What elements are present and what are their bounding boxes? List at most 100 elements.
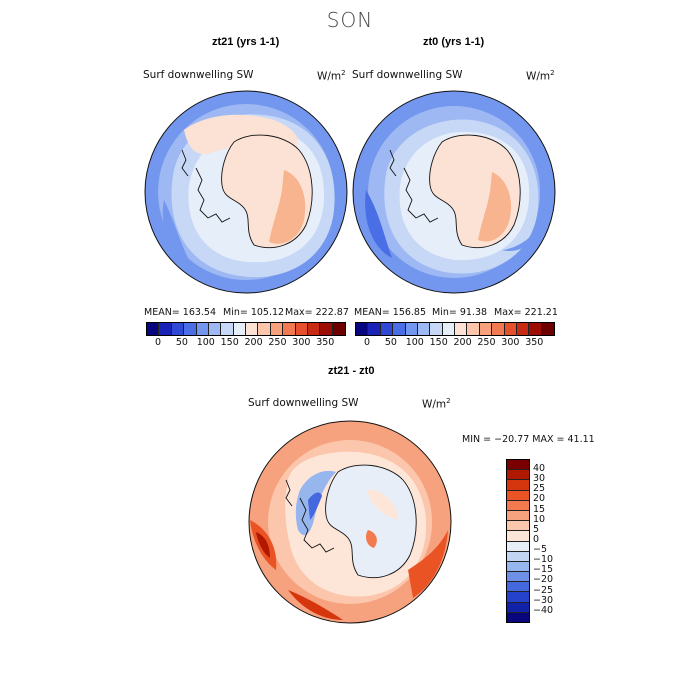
diff-colorbar-tick-label: 5 <box>533 523 540 535</box>
colorbar-tick-label: 300 <box>292 337 311 348</box>
colorbar-swatch <box>332 323 345 335</box>
colorbar-tick-label: 0 <box>363 337 371 348</box>
diff-positive-south <box>288 590 343 620</box>
colorbar-swatch <box>405 323 418 335</box>
south-america-tip <box>181 149 189 177</box>
diff-colorbar-tick-label: −25 <box>533 584 554 596</box>
colorbar-swatch <box>541 323 554 335</box>
colorbar-tick-label: 350 <box>525 337 544 348</box>
colorbar-swatch <box>504 323 517 335</box>
panel-1-border <box>144 90 348 294</box>
colorbar-swatch <box>320 323 333 335</box>
colorbar-swatch <box>208 323 222 335</box>
colorbar-swatch <box>380 323 394 335</box>
colorbar-swatch <box>479 323 493 335</box>
colorbar-swatch <box>492 323 505 335</box>
diff-panel-border <box>248 420 452 624</box>
panel-2-map <box>352 90 556 294</box>
diff-colorbar-swatch <box>507 602 529 613</box>
cool-patch-west <box>162 200 189 260</box>
colorbar-tick-label: 250 <box>268 337 287 348</box>
panel-1-colorbar <box>146 322 346 336</box>
east-antarctica-high <box>269 170 306 244</box>
colorbar-swatch <box>270 323 284 335</box>
diff-colorbar-tick-label: −15 <box>533 564 554 576</box>
panel-2-variable: Surf downwelling SW <box>352 69 463 81</box>
colorbar-tick-label: 200 <box>244 337 263 348</box>
colorbar-swatch <box>221 323 234 335</box>
season-title: SON <box>326 8 374 32</box>
east-antarctica-high <box>478 172 512 242</box>
colorbar-swatch <box>430 323 443 335</box>
diff-colorbar-tick-label: 25 <box>533 483 546 495</box>
diff-colorbar-swatch <box>507 510 529 522</box>
diff-colorbar-swatch <box>507 582 529 593</box>
diff-colorbar-swatch <box>507 572 529 583</box>
south-america-tip <box>285 479 293 507</box>
panel-1-min: Min= 105.12 <box>223 307 285 318</box>
diff-positive-east <box>408 530 448 598</box>
colorbar-swatch <box>283 323 296 335</box>
colorbar-swatch <box>442 323 455 335</box>
colorbar-swatch <box>184 323 197 335</box>
colorbar-tick-label: 150 <box>220 337 239 348</box>
panel-2-title: zt0 (yrs 1-1) <box>423 36 485 48</box>
diff-positive-center <box>366 530 377 548</box>
diff-colorbar-swatch <box>507 490 529 501</box>
colorbar-swatch <box>307 323 321 335</box>
diff-colorbar-swatch <box>507 480 529 491</box>
diff-colorbar-tick-label: −5 <box>533 544 548 556</box>
diff-panel-title: zt21 - zt0 <box>328 365 375 377</box>
colorbar-swatch <box>467 323 480 335</box>
panel-2-unit: W/m2 <box>526 69 555 83</box>
diff-panel-map <box>248 420 452 624</box>
diff-colorbar-swatch <box>507 561 529 573</box>
diff-colorbar <box>506 459 530 623</box>
diff-colorbar-tick-label: −20 <box>533 574 554 586</box>
colorbar-swatch <box>516 323 530 335</box>
colorbar-swatch <box>295 323 308 335</box>
panel-2-mean: MEAN= 156.85 <box>354 307 427 318</box>
diff-colorbar-swatch <box>507 551 529 562</box>
panel-1-title: zt21 (yrs 1-1) <box>212 36 280 48</box>
cool-patch-west <box>365 190 392 258</box>
diff-colorbar-swatch <box>507 500 529 511</box>
colorbar-swatch <box>147 323 160 335</box>
diff-colorbar-tick-label: 40 <box>533 463 546 475</box>
panel-1-map <box>144 90 348 294</box>
peninsula-coast <box>195 167 231 223</box>
colorbar-swatch <box>233 323 246 335</box>
colorbar-swatch <box>356 323 369 335</box>
diff-colorbar-swatch <box>507 460 529 471</box>
colorbar-swatch <box>417 323 431 335</box>
panel-1-mean: MEAN= 163.54 <box>144 307 217 318</box>
diff-colorbar-tick-label: −10 <box>533 554 554 566</box>
diff-colorbar-swatch <box>507 521 529 532</box>
colorbar-tick-label: 0 <box>154 337 162 348</box>
diff-panel-variable: Surf downwelling SW <box>248 397 359 409</box>
diff-colorbar-tick-label: 30 <box>533 473 546 485</box>
diff-colorbar-tick-label: −40 <box>533 604 554 616</box>
panel-2-min: Min= 91.38 <box>432 307 488 318</box>
peninsula-coast <box>299 497 335 553</box>
diff-strong-negative <box>308 492 322 520</box>
colorbar-tick-label: 100 <box>196 337 215 348</box>
cool-patch-east <box>502 225 540 251</box>
diff-panel-unit: W/m2 <box>422 397 451 411</box>
colorbar-tick-label: 300 <box>501 337 520 348</box>
colorbar-tick-label: 200 <box>453 337 472 348</box>
panel-2-border <box>352 90 556 294</box>
diff-colorbar-swatch <box>507 612 529 622</box>
colorbar-swatch <box>246 323 259 335</box>
panel-1-max: Max= 222.87 <box>285 307 349 318</box>
colorbar-swatch <box>455 323 468 335</box>
diff-colorbar-tick-label: 10 <box>533 513 546 525</box>
panel-2-max: Max= 221.21 <box>494 307 558 318</box>
peninsula-coast <box>403 167 439 223</box>
diff-colorbar-swatch <box>507 592 529 603</box>
colorbar-tick-label: 350 <box>316 337 335 348</box>
diff-colorbar-tick-label: −30 <box>533 594 554 606</box>
diff-panel-minmax: MIN = −20.77 MAX = 41.11 <box>462 434 595 445</box>
colorbar-swatch <box>529 323 542 335</box>
panel-2-colorbar <box>355 322 555 336</box>
